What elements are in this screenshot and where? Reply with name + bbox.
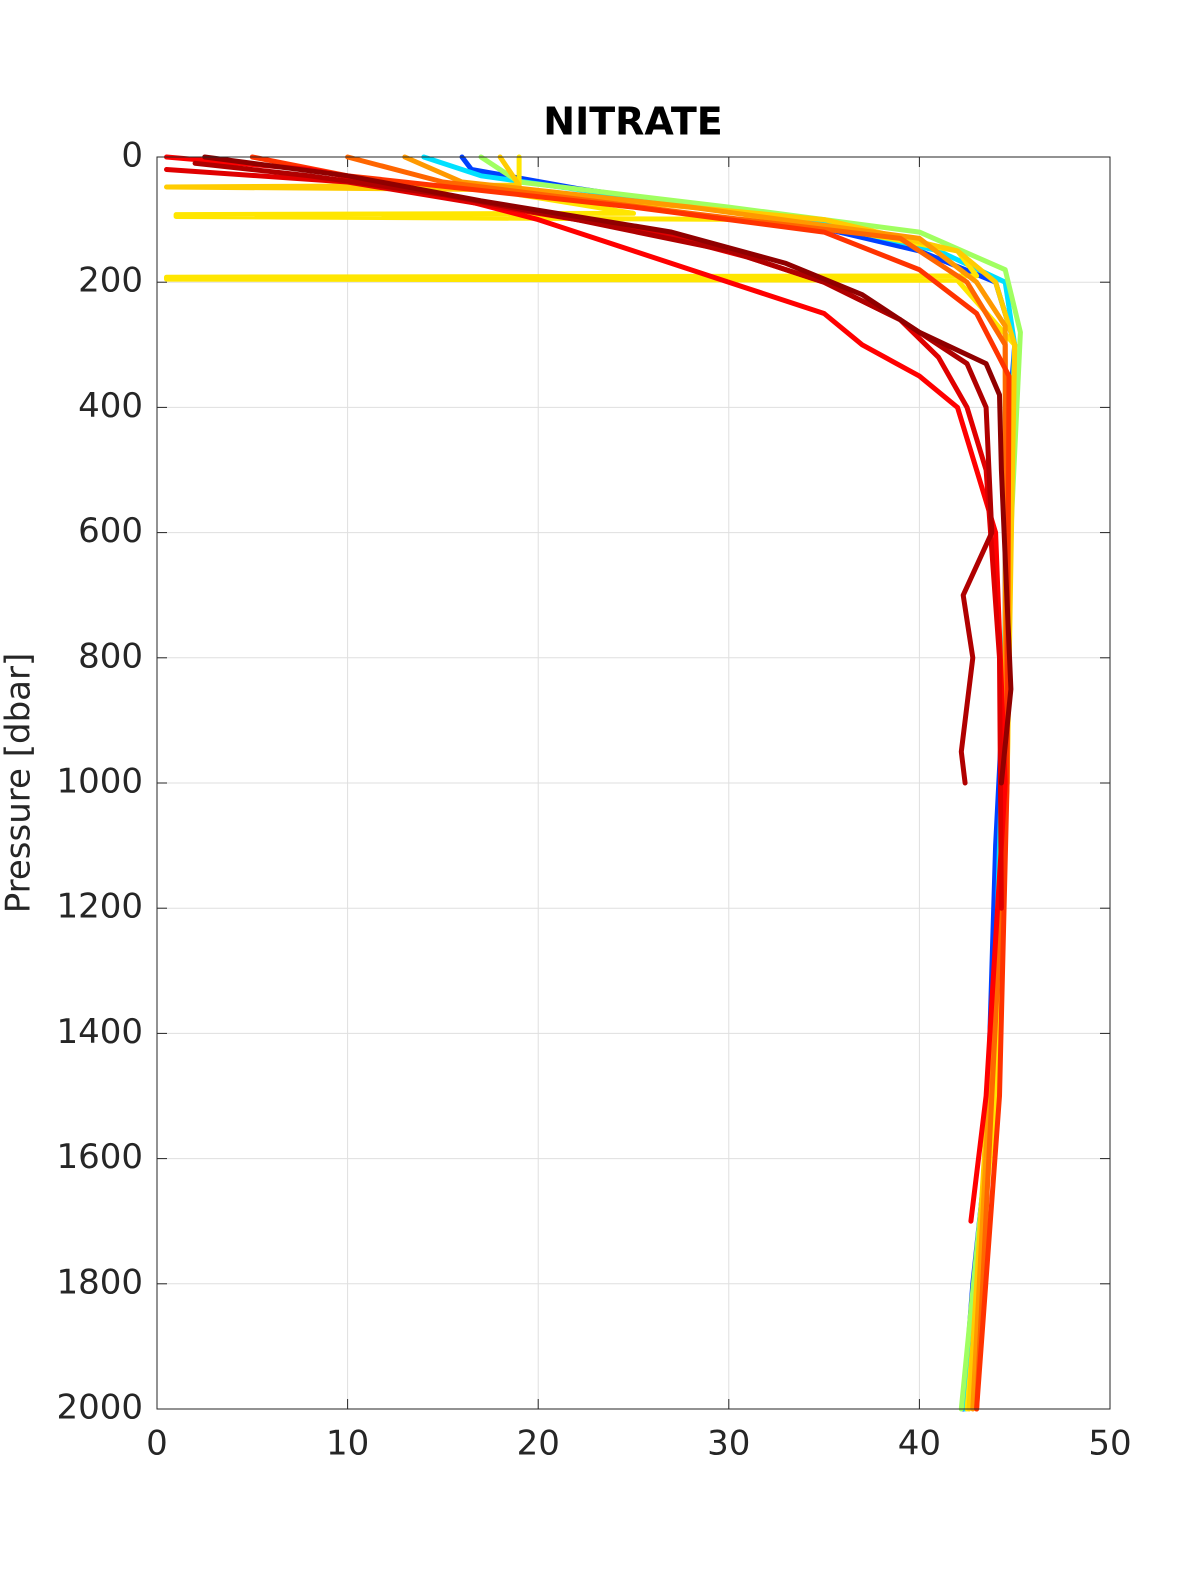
y-tick-label: 800: [78, 636, 143, 676]
y-tick-label: 1000: [56, 762, 143, 802]
profile-line: [202, 154, 1014, 786]
x-tick-label: 20: [517, 1424, 560, 1464]
y-axis-label: Pressure [dbar]: [0, 653, 39, 914]
y-tick-label: 200: [78, 261, 143, 301]
profile-line: [164, 154, 1008, 1224]
y-tick-label: 1800: [56, 1262, 143, 1302]
x-tick-label: 50: [1088, 1424, 1131, 1464]
x-tick-label: 0: [146, 1424, 168, 1464]
y-tick-label: 1200: [56, 887, 143, 927]
plot-frame: [156, 156, 1111, 1410]
profile-line: [192, 160, 995, 786]
profile-line: [249, 154, 1012, 1412]
x-tick-label: 30: [707, 1424, 750, 1464]
chart-title: NITRATE: [543, 100, 722, 144]
y-tick-label: 2000: [56, 1388, 143, 1428]
y-tick-label: 1600: [56, 1137, 143, 1177]
y-tick-label: 600: [78, 511, 143, 551]
y-tick-label: 400: [78, 386, 143, 426]
y-tick-label: 1400: [56, 1012, 143, 1052]
y-tick-label: 0: [121, 136, 143, 176]
x-tick-label: 10: [326, 1424, 369, 1464]
x-tick-label: 40: [898, 1424, 941, 1464]
